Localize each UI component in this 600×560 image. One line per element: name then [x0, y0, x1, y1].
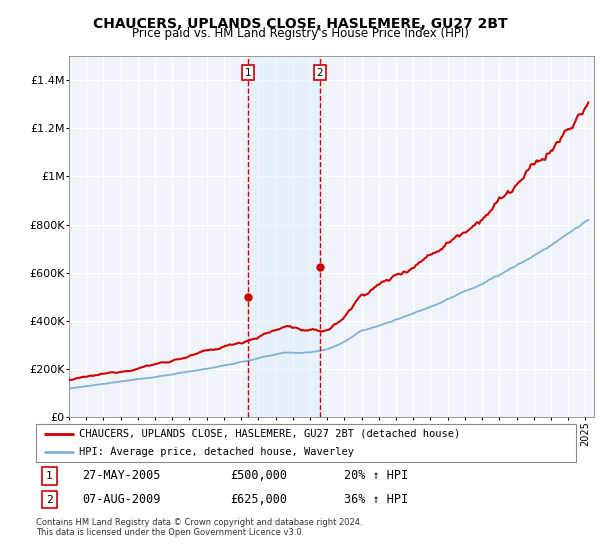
Bar — [248, 56, 320, 417]
Text: 1: 1 — [46, 471, 53, 480]
Text: Contains HM Land Registry data © Crown copyright and database right 2024.
This d: Contains HM Land Registry data © Crown c… — [36, 518, 362, 538]
Text: Price paid vs. HM Land Registry's House Price Index (HPI): Price paid vs. HM Land Registry's House … — [131, 27, 469, 40]
Text: £625,000: £625,000 — [230, 493, 287, 506]
Text: 1: 1 — [244, 68, 251, 78]
Text: 07-AUG-2009: 07-AUG-2009 — [82, 493, 160, 506]
Text: 20% ↑ HPI: 20% ↑ HPI — [344, 469, 408, 482]
Text: HPI: Average price, detached house, Waverley: HPI: Average price, detached house, Wave… — [79, 447, 354, 457]
Text: £500,000: £500,000 — [230, 469, 287, 482]
Text: CHAUCERS, UPLANDS CLOSE, HASLEMERE, GU27 2BT: CHAUCERS, UPLANDS CLOSE, HASLEMERE, GU27… — [92, 17, 508, 31]
Text: 27-MAY-2005: 27-MAY-2005 — [82, 469, 160, 482]
Text: 2: 2 — [46, 494, 53, 505]
Text: 2: 2 — [317, 68, 323, 78]
Text: CHAUCERS, UPLANDS CLOSE, HASLEMERE, GU27 2BT (detached house): CHAUCERS, UPLANDS CLOSE, HASLEMERE, GU27… — [79, 429, 460, 439]
Text: 36% ↑ HPI: 36% ↑ HPI — [344, 493, 408, 506]
FancyBboxPatch shape — [36, 424, 576, 462]
